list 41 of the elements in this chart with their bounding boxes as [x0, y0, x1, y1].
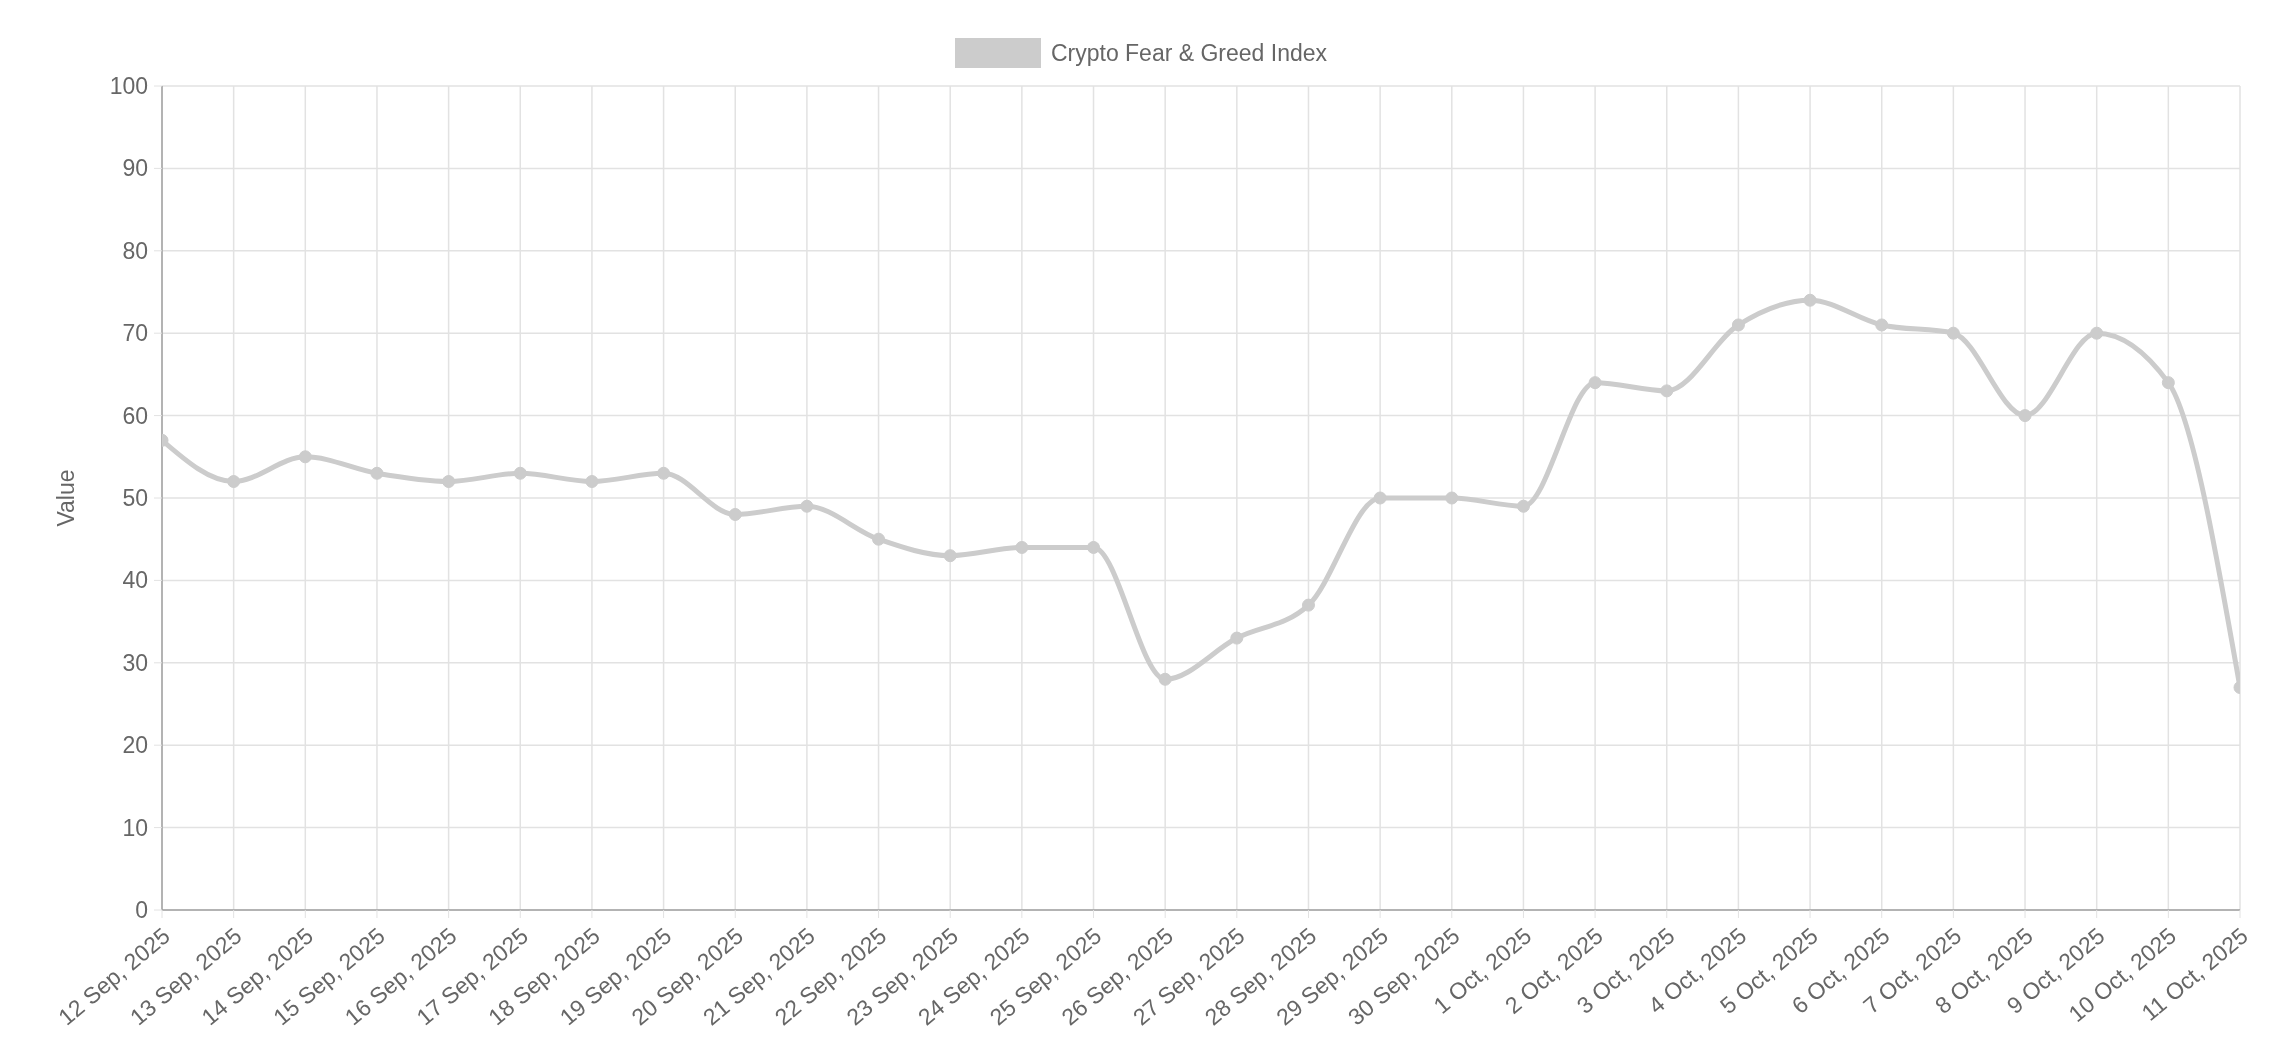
y-tick-label: 10: [122, 814, 148, 841]
y-tick-label: 90: [122, 155, 148, 182]
point: [943, 549, 957, 563]
point: [872, 532, 886, 546]
point: [1946, 326, 1960, 340]
point: [1087, 540, 1101, 554]
point: [2090, 326, 2104, 340]
y-tick-label: 40: [122, 567, 148, 594]
y-tick-label: 0: [135, 897, 148, 924]
point: [442, 475, 456, 489]
y-tick-label: 80: [122, 237, 148, 264]
point: [370, 466, 384, 480]
point: [657, 466, 671, 480]
point: [227, 475, 241, 489]
point: [1516, 499, 1530, 513]
point: [1875, 318, 1889, 332]
point: [2161, 376, 2175, 390]
y-tick-label: 70: [122, 320, 148, 347]
point: [728, 507, 742, 521]
y-axis-title: Value: [53, 469, 80, 527]
y-tick-label: 20: [122, 732, 148, 759]
y-tick-label: 100: [109, 73, 148, 100]
point: [1230, 631, 1244, 645]
point: [1015, 540, 1029, 554]
point: [1588, 376, 1602, 390]
point: [2018, 409, 2032, 423]
point: [1445, 491, 1459, 505]
point: [1660, 384, 1674, 398]
point: [585, 475, 599, 489]
point: [1731, 318, 1745, 332]
legend-label: Crypto Fear & Greed Index: [1050, 39, 1328, 66]
point: [298, 450, 312, 464]
point: [1158, 672, 1172, 686]
point: [1301, 598, 1315, 612]
y-tick-label: 60: [122, 402, 148, 429]
point: [513, 466, 527, 480]
point: [800, 499, 814, 513]
y-tick-label: 50: [122, 485, 148, 512]
point: [1373, 491, 1387, 505]
y-tick-label: 30: [122, 649, 148, 676]
point: [1803, 293, 1817, 307]
